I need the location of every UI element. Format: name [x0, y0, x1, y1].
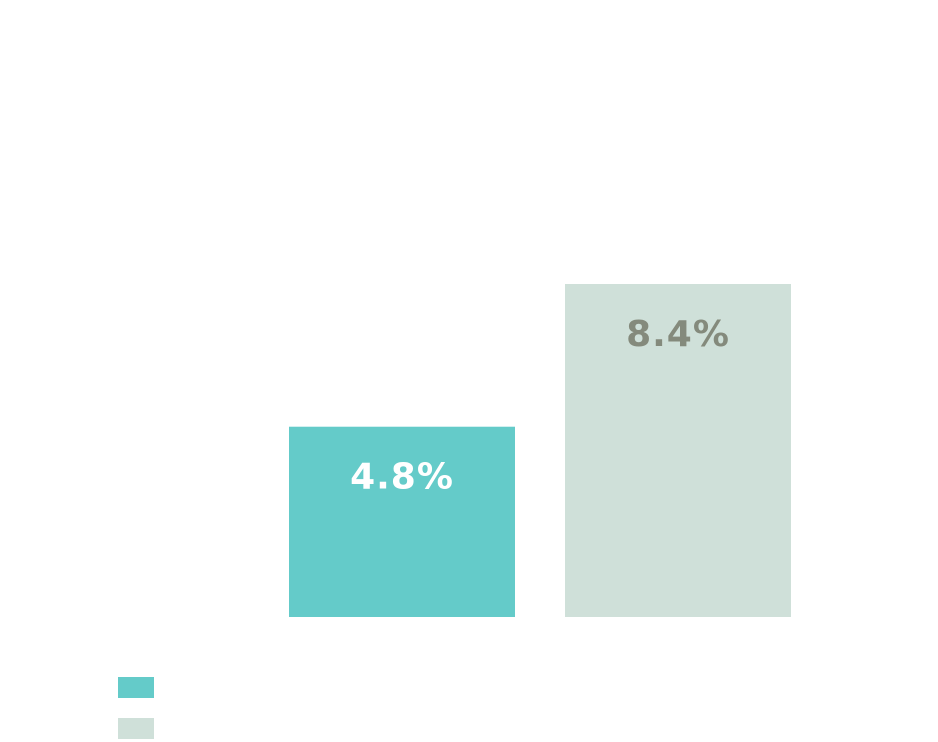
- bars-group: 4.8% 8.4%: [289, 284, 791, 617]
- legend-swatch-1: [118, 677, 154, 698]
- bar-2-data-label: 8.4%: [626, 314, 730, 355]
- legend-swatch-2: [118, 718, 154, 739]
- bar-1-data-label: 4.8%: [350, 457, 454, 498]
- bar-1: [289, 427, 515, 617]
- legend: [118, 677, 154, 739]
